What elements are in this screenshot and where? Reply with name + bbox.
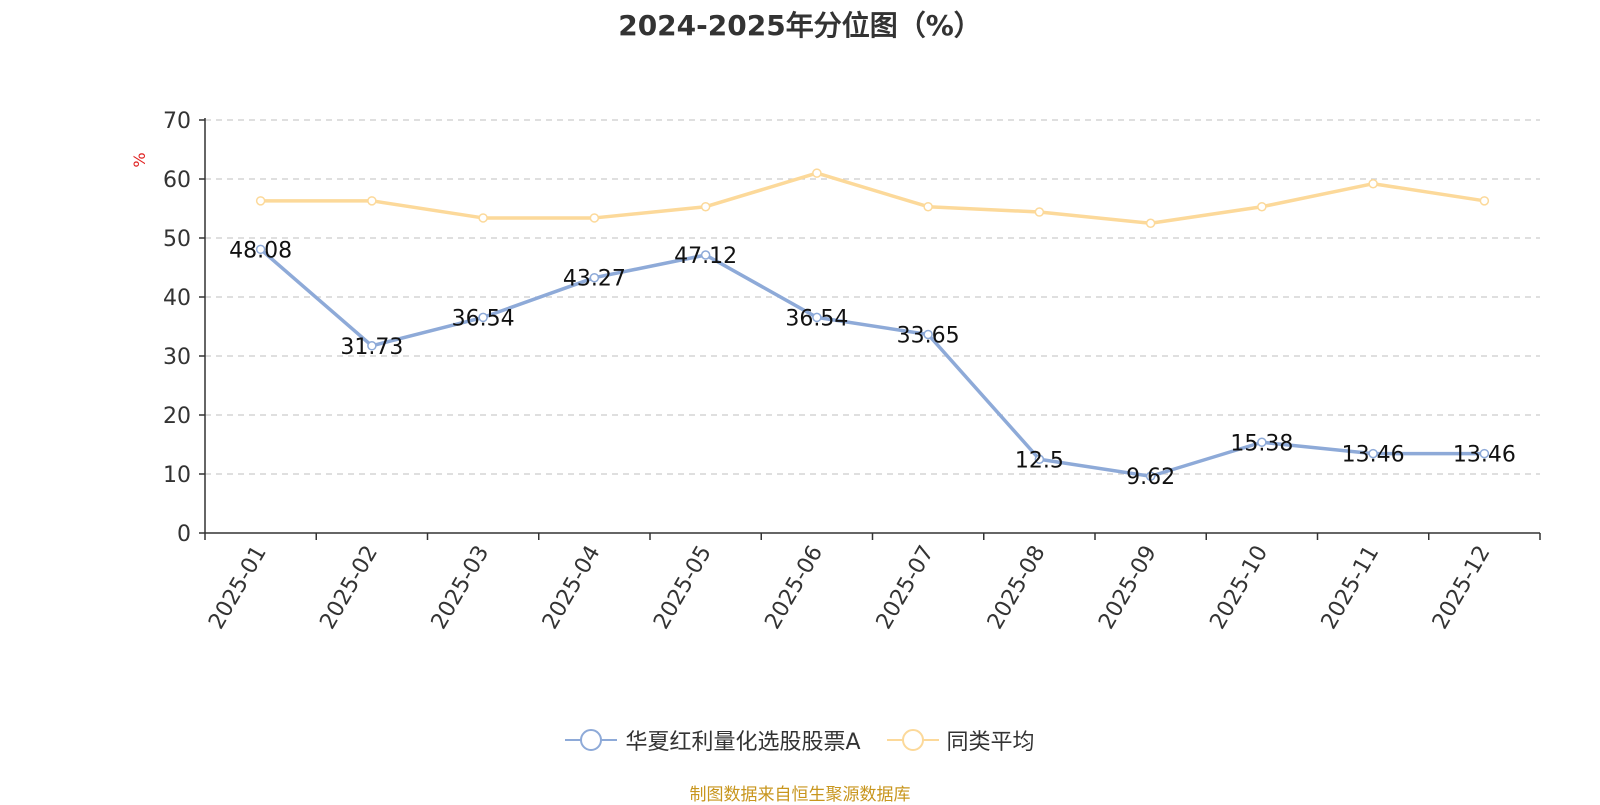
x-tick-label-2025-07: 2025-07 xyxy=(872,542,940,634)
data-label-2025-11: 13.46 xyxy=(1342,443,1405,468)
series-2-point-2025-05 xyxy=(700,201,711,212)
x-tick-label-2025-11: 2025-11 xyxy=(1317,542,1385,634)
series-2-point-2025-08 xyxy=(1034,207,1045,217)
y-tick-label-0: 0 xyxy=(177,522,191,547)
series-2-point-2025-02 xyxy=(367,196,377,206)
data-label-2025-05: 47.12 xyxy=(674,244,737,269)
data-label-2025-02: 31.73 xyxy=(340,335,403,360)
y-axis-label: % xyxy=(130,152,149,167)
x-tick-label-2025-06: 2025-06 xyxy=(760,542,828,634)
grid-lines xyxy=(205,119,1540,475)
x-tick-label-2025-03: 2025-03 xyxy=(427,542,495,634)
data-label-2025-01: 48.08 xyxy=(229,238,292,263)
series-1-point-2025-03 xyxy=(478,312,488,323)
series-1-point-2025-06 xyxy=(812,312,822,323)
series-1-point-2025-07 xyxy=(923,329,933,340)
data-label-2025-03: 36.54 xyxy=(452,306,515,331)
y-tick-label-10: 10 xyxy=(163,463,191,488)
series-line-2 xyxy=(260,171,1485,225)
axes: 0 10 20 30 40 50 60 70 2025-01 2025-02 2025-03 2025… xyxy=(163,109,1541,634)
legend-swatch-series-1 xyxy=(565,729,618,751)
series-1-point-2025-09 xyxy=(1145,471,1156,481)
data-label-2025-04: 43.27 xyxy=(563,267,626,292)
y-tick-label-30: 30 xyxy=(163,345,191,370)
series-2-point-2025-12 xyxy=(1479,196,1490,206)
x-tick-label-2025-09: 2025-09 xyxy=(1094,542,1162,634)
legend-label-series-2: 同类平均 xyxy=(946,730,1035,755)
y-tick-label-50: 50 xyxy=(163,227,191,252)
series-2-point-2025-11 xyxy=(1368,178,1378,189)
x-tick-label-2025-12: 2025-12 xyxy=(1428,542,1496,634)
series-1-point-2025-01 xyxy=(255,244,266,255)
series-2-point-2025-04 xyxy=(589,213,600,223)
x-tick-label-2025-02: 2025-02 xyxy=(315,542,383,634)
series-1-point-2025-11 xyxy=(1368,448,1378,459)
series-1-point-2025-04 xyxy=(589,272,600,283)
series-2-point-2025-10 xyxy=(1257,201,1267,212)
data-labels: 48.08 31.73 36.54 43.27 47.12 36.54 33.65 12.5 9… xyxy=(229,238,1516,490)
legend-item-series-1[interactable]: 华夏红利量化选股股票A xyxy=(565,724,861,756)
data-label-2025-07: 33.65 xyxy=(897,323,960,348)
y-tick-label-70: 70 xyxy=(163,109,191,134)
series-1-point-2025-08 xyxy=(1034,454,1045,464)
series-2-point-2025-07 xyxy=(923,201,933,212)
series-1-point-2025-02 xyxy=(367,341,377,351)
x-tick-label-2025-01: 2025-01 xyxy=(204,542,272,634)
series-1-point-2025-05 xyxy=(700,250,711,260)
series-1-point-2025-10 xyxy=(1257,437,1267,448)
data-label-2025-10: 15.38 xyxy=(1230,431,1293,456)
y-tick-label-60: 60 xyxy=(163,168,191,193)
legend: 华夏红利量化选股股票A 同类平均 xyxy=(0,724,1600,756)
x-tick-label-2025-05: 2025-05 xyxy=(649,542,717,634)
data-label-2025-12: 13.46 xyxy=(1453,443,1516,468)
series-1-point-2025-12 xyxy=(1479,448,1490,459)
series-2-point-2025-06 xyxy=(812,168,822,178)
legend-label-series-1: 华夏红利量化选股股票A xyxy=(625,730,861,755)
y-tick-label-20: 20 xyxy=(163,404,191,429)
source-note: 制图数据来自恒生聚源数据库 xyxy=(689,785,911,805)
y-tick-label-40: 40 xyxy=(163,286,191,311)
x-tick-label-2025-08: 2025-08 xyxy=(983,542,1051,634)
series-2-point-2025-01 xyxy=(255,196,266,206)
chart-title: 2024-2025年分位图（%） xyxy=(618,9,982,42)
x-tick-label-2025-10: 2025-10 xyxy=(1205,542,1273,634)
data-label-2025-08: 12.5 xyxy=(1015,448,1064,473)
x-tick-label-2025-04: 2025-04 xyxy=(538,542,606,634)
legend-swatch-series-2 xyxy=(886,729,939,751)
series-line-1 xyxy=(259,248,1485,478)
series-2-point-2025-09 xyxy=(1145,218,1156,228)
series-lines xyxy=(255,168,1490,481)
legend-item-series-2[interactable]: 同类平均 xyxy=(886,724,1035,756)
data-label-2025-09: 9.62 xyxy=(1126,465,1175,490)
data-label-2025-06: 36.54 xyxy=(785,306,848,331)
series-2-point-2025-03 xyxy=(478,213,488,223)
